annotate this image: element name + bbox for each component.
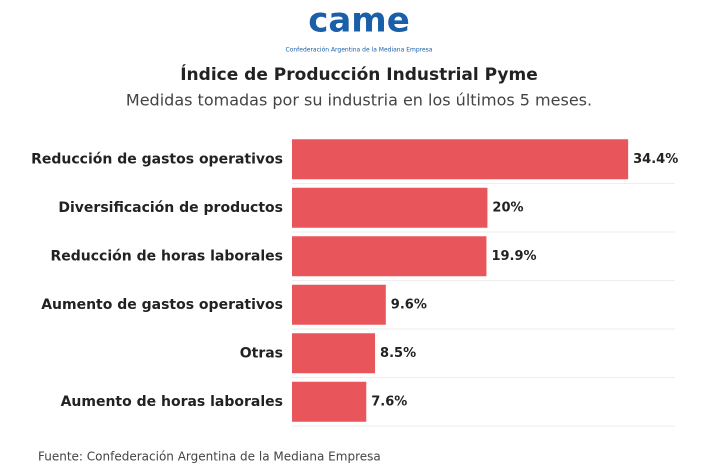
category-label: Reducción de horas laborales [50,248,283,264]
category-label: Diversificación de productos [58,200,283,216]
category-label: Otras [240,345,283,361]
category-label: Aumento de gastos operativos [41,297,283,313]
value-label: 19.9% [491,249,536,264]
value-label: 7.6% [371,394,407,409]
source: Fuente: Confederación Argentina de la Me… [38,450,381,464]
bar [292,333,376,374]
bar [292,381,367,422]
value-label: 9.6% [391,297,427,312]
value-label: 34.4% [633,152,678,167]
chart-title: Índice de Producción Industrial Pyme [180,63,538,85]
bar [292,187,488,228]
logo: came [308,1,410,41]
category-label: Aumento de horas laborales [61,394,283,410]
logo-caption: Confederación Argentina de la Mediana Em… [286,47,433,54]
bar [292,236,487,277]
bar [292,139,629,180]
chart-subtitle: Medidas tomadas por su industria en los … [126,91,592,110]
category-label: Reducción de gastos operativos [31,151,283,167]
bar [292,284,386,325]
value-label: 8.5% [380,346,416,361]
value-label: 20% [492,200,523,215]
